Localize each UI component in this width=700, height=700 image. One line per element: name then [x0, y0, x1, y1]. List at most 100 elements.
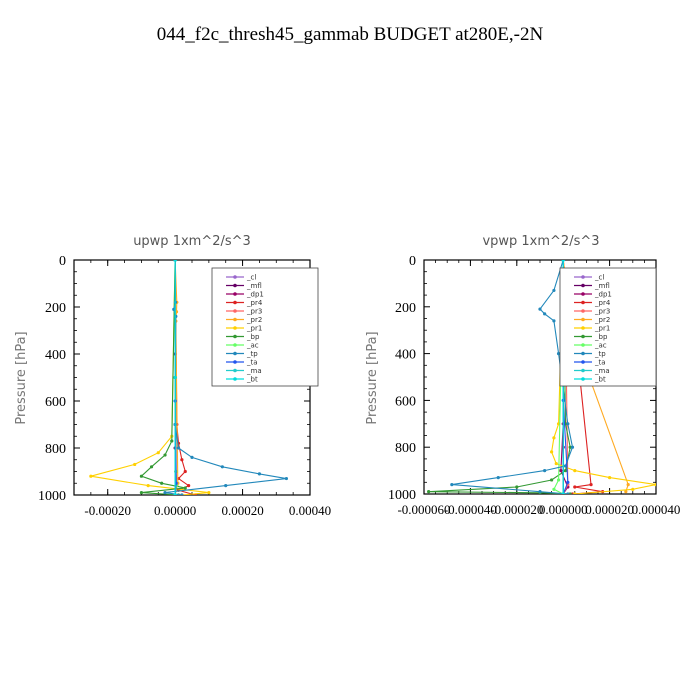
- vpwp-legend-label-pr1: _pr1: [594, 325, 610, 333]
- vpwp-series-point-pr1: [654, 483, 656, 487]
- vpwp-series-point-tp: [496, 476, 500, 480]
- upwp-series-point-bp: [170, 439, 174, 443]
- vpwp-series-point-bp: [568, 445, 572, 449]
- upwp-legend-marker-ma: [233, 368, 237, 373]
- upwp-series-group: [89, 260, 288, 495]
- vpwp-legend-label-pr4: _pr4: [594, 299, 611, 307]
- upwp-legend-label-pr3: _pr3: [246, 308, 262, 316]
- vpwp-legend-label-cl: _cl: [594, 274, 604, 282]
- vpwp-series-point-pr2: [624, 490, 628, 494]
- upwp-series-point-tp: [224, 484, 228, 488]
- vpwp-x-tick-label: -0.000020: [490, 502, 543, 517]
- upwp-series-point-tp: [163, 491, 167, 495]
- figure-title: 044_f2c_thresh45_gammab BUDGET at280E,-2…: [157, 24, 544, 45]
- upwp-series-line-pr1: [90, 260, 209, 495]
- upwp-panel-title: upwp 1xm^2/s^3: [133, 234, 251, 249]
- vpwp-panel: vpwp 1xm^2/s^3 Pressure [hPa] 0 200 400 600…: [365, 234, 680, 517]
- upwp-y-axis-label: Pressure [hPa]: [14, 331, 29, 424]
- vpwp-y-axis-label: Pressure [hPa]: [365, 331, 380, 424]
- vpwp-legend-marker-pr1: [581, 326, 585, 330]
- upwp-legend-marker-bp: [233, 334, 237, 339]
- vpwp-series-point-tp: [566, 492, 570, 494]
- upwp-x-tick-label: 0.00020: [221, 503, 263, 518]
- upwp-series-point-tp: [220, 465, 224, 469]
- vpwp-series-point-tp: [543, 312, 547, 316]
- upwp-series-point-bp: [160, 481, 164, 485]
- upwp-panel: upwp 1xm^2/s^3 Pressure [hPa] 0 200 400 600…: [14, 234, 331, 518]
- upwp-series-point-bt: [173, 375, 177, 380]
- vpwp-series-point-ta: [566, 480, 570, 484]
- vpwp-legend-label-pr3: _pr3: [594, 308, 610, 316]
- vpwp-legend-label-ac: _ac: [594, 342, 607, 350]
- vpwp-x-tick-label: -0.000060: [397, 502, 450, 517]
- upwp-series-point-pr4: [183, 469, 187, 474]
- vpwp-series-point-tp: [552, 319, 556, 323]
- vpwp-legend-marker-ac: [581, 343, 585, 347]
- upwp-legend-marker-mfl: [233, 283, 237, 288]
- vpwp-legend-label-mfl: _mfl: [594, 282, 610, 290]
- upwp-series-point-tp: [180, 493, 184, 495]
- vpwp-series-point-bp: [550, 478, 554, 482]
- upwp-series-point-pr1: [146, 484, 150, 488]
- upwp-legend-marker-pr4: [233, 300, 237, 305]
- upwp-series-point-bp: [183, 486, 187, 490]
- upwp-y-tick-label: 800: [45, 442, 66, 457]
- vpwp-series-point-bt: [561, 492, 565, 494]
- vpwp-legend-label-bt: _bt: [594, 376, 606, 384]
- upwp-legend-marker-tp: [233, 351, 237, 356]
- vpwp-series-point-pr1: [573, 469, 577, 473]
- upwp-series-point-pr1: [156, 451, 160, 455]
- upwp-series-point-tp: [176, 446, 181, 450]
- upwp-series-point-pr1: [133, 462, 137, 467]
- vpwp-series-point-tp: [570, 445, 575, 449]
- upwp-series-point-bp: [163, 453, 167, 457]
- upwp-legend-label-pr2: _pr2: [246, 316, 262, 324]
- vpwp-legend-label-tp: _tp: [594, 350, 606, 358]
- vpwp-legend-marker-pr3: [581, 309, 585, 313]
- vpwp-series-point-pr4: [589, 483, 593, 487]
- upwp-series-point-pr1: [207, 491, 211, 495]
- vpwp-x-tick-label: 0.000000: [539, 502, 588, 517]
- upwp-y-tick-label: 200: [45, 301, 66, 316]
- vpwp-legend-label-bp: _bp: [594, 333, 608, 341]
- upwp-legend-marker-pr1: [233, 326, 237, 330]
- upwp-x-tick-label: 0.00000: [154, 503, 196, 518]
- upwp-legend-label-bp: _bp: [246, 333, 260, 341]
- vpwp-series-point-bt: [561, 260, 565, 262]
- vpwp-series-point-tp: [566, 422, 570, 426]
- vpwp-series-point-tp: [543, 469, 547, 473]
- vpwp-series-point-pr1: [631, 487, 635, 491]
- upwp-legend-label-dp1: _dp1: [246, 291, 264, 299]
- upwp-x-tick-label: 0.00040: [289, 503, 331, 518]
- vpwp-series-point-pr1: [554, 461, 558, 466]
- vpwp-series-point-ac: [556, 478, 561, 482]
- vpwp-y-tick-label: 200: [395, 301, 416, 316]
- vpwp-legend-marker-ma: [581, 368, 585, 373]
- upwp-legend-label-cl: _cl: [246, 274, 256, 282]
- vpwp-legend-marker-cl: [581, 275, 585, 279]
- vpwp-series-point-bp: [563, 469, 568, 473]
- upwp-legend-label-tp: _tp: [246, 350, 258, 358]
- vpwp-series-line-bp: [428, 260, 571, 494]
- upwp-series-point-bt: [173, 493, 177, 495]
- vpwp-series-point-pr1: [550, 450, 554, 454]
- vpwp-series-point-dp1: [559, 469, 563, 473]
- upwp-legend-label-ma: _ma: [246, 367, 262, 375]
- vpwp-x-tick-label: 0.000020: [585, 502, 634, 517]
- vpwp-y-tick-label: 400: [395, 348, 416, 363]
- upwp-y-tick-label: 0: [59, 254, 66, 269]
- upwp-legend-label-mfl: _mfl: [246, 282, 262, 290]
- vpwp-series-point-pr2: [626, 483, 630, 487]
- vpwp-legend-label-ta: _ta: [594, 359, 606, 367]
- upwp-legend-label-ac: _ac: [246, 342, 259, 350]
- upwp-legend-label-bt: _bt: [246, 376, 258, 384]
- vpwp-series-point-tp: [538, 307, 542, 311]
- upwp-series-point-tp: [284, 476, 288, 481]
- upwp-series-point-pr1: [89, 474, 93, 478]
- vpwp-legend-label-pr2: _pr2: [594, 316, 610, 324]
- upwp-y-tick-label: 600: [45, 395, 66, 410]
- upwp-series-point-bt: [173, 260, 177, 262]
- upwp-y-tick-label: 400: [45, 348, 66, 363]
- vpwp-x-tick-label: -0.000040: [444, 502, 497, 517]
